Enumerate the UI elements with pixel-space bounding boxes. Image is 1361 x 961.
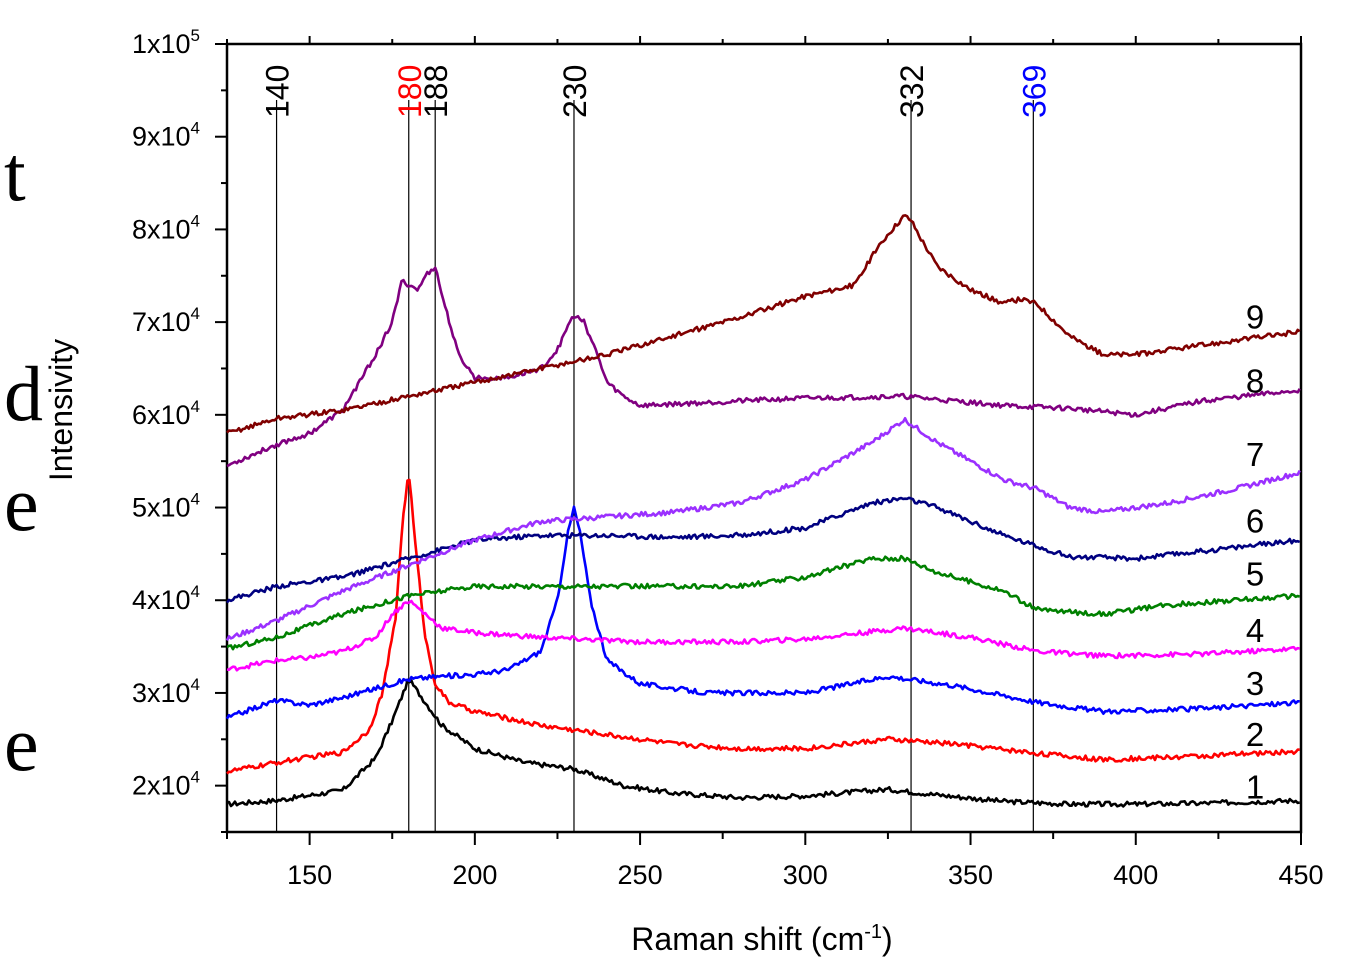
- series-label-5: 5: [1246, 555, 1264, 592]
- bg-glyph-1: t: [4, 130, 26, 217]
- series-label-9: 9: [1246, 299, 1264, 336]
- y-tick-label: 3x104: [132, 675, 200, 708]
- reference-line-label: 230: [557, 65, 593, 118]
- reference-line-label: 332: [894, 65, 930, 118]
- series-line-5: [226, 554, 1301, 651]
- x-axis-title: Raman shift (cm-1): [631, 921, 892, 957]
- series-line-4: [226, 599, 1300, 672]
- reference-line-label: 180: [392, 65, 428, 118]
- y-tick-label: 1x105: [132, 26, 200, 59]
- plot-frame: [225, 42, 1303, 834]
- series-label-1: 1: [1246, 769, 1264, 806]
- bg-glyph-4: e: [4, 700, 39, 787]
- x-axis-title-suffix: ): [882, 921, 893, 957]
- reference-line-label: 369: [1016, 65, 1052, 118]
- series-line-9: [226, 214, 1301, 434]
- series-line-2: [226, 478, 1300, 775]
- series-label-8: 8: [1246, 363, 1264, 400]
- series-label-3: 3: [1246, 665, 1264, 702]
- x-tick-label: 300: [783, 860, 828, 890]
- y-tick-label: 6x104: [132, 397, 200, 430]
- series-line-1: [226, 678, 1300, 808]
- reference-line-label: 140: [260, 65, 296, 118]
- series-line-3: [225, 505, 1300, 720]
- series-label-6: 6: [1246, 503, 1264, 540]
- y-tick-label: 4x104: [132, 582, 200, 615]
- x-tick-label: 150: [287, 860, 332, 890]
- series-label-7: 7: [1246, 436, 1264, 473]
- series-label-2: 2: [1246, 716, 1264, 753]
- y-tick-label: 8x104: [132, 211, 200, 244]
- y-tick-label: 7x104: [132, 304, 200, 337]
- x-axis: 150 200 250 300 350 400 450: [226, 36, 1324, 890]
- y-tick-label: 5x104: [132, 490, 200, 523]
- series-layer: [225, 214, 1301, 808]
- y-axis: 2x104 3x104 4x104 5x104 6x104 7x104 8x104 9x104…: [132, 26, 227, 833]
- x-axis-title-main: Raman shift (cm: [631, 921, 864, 957]
- bg-glyph-2: d: [4, 350, 43, 437]
- series-line-7: [225, 416, 1301, 642]
- series-line-8: [226, 266, 1301, 468]
- series-line-6: [225, 496, 1301, 604]
- y-axis-title: Intensivity: [43, 339, 79, 481]
- x-tick-label: 350: [948, 860, 993, 890]
- x-axis-title-sup: -1: [864, 921, 882, 943]
- x-tick-label: 200: [452, 860, 497, 890]
- x-tick-label: 250: [618, 860, 663, 890]
- x-tick-label: 450: [1278, 860, 1323, 890]
- y-tick-label: 9x104: [132, 119, 200, 152]
- series-labels: 1 2 3 4 5 6 7 8 9: [1246, 299, 1264, 806]
- series-label-4: 4: [1246, 612, 1264, 649]
- background-glyphs: t d e e: [4, 130, 43, 787]
- bg-glyph-3: e: [4, 460, 39, 547]
- reference-line-label: 188: [418, 65, 454, 118]
- y-tick-label: 2x104: [132, 768, 200, 801]
- x-tick-label: 400: [1113, 860, 1158, 890]
